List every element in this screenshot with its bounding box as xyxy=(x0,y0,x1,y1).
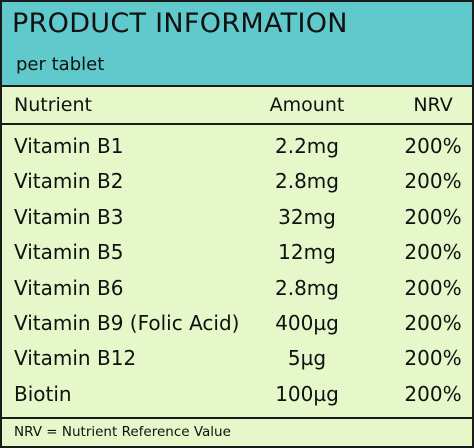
nutrient-nrv: 200% xyxy=(404,204,462,229)
nutrient-name: Vitamin B5 xyxy=(14,240,124,265)
panel-title: PRODUCT INFORMATION xyxy=(12,8,348,39)
nutrient-nrv: 200% xyxy=(404,240,462,265)
column-header-nrv: NRV xyxy=(413,94,453,116)
nutrient-amount: 2.8mg xyxy=(275,169,339,194)
nutrient-name: Vitamin B3 xyxy=(14,204,124,229)
nutrient-table-body: Vitamin B1 2.2mg 200% Vitamin B2 2.8mg 2… xyxy=(2,125,472,412)
table-row: Vitamin B3 32mg 200% xyxy=(2,200,472,235)
panel-subtitle: per tablet xyxy=(16,54,105,75)
table-row: Vitamin B6 2.8mg 200% xyxy=(2,271,472,306)
nutrient-amount: 32mg xyxy=(278,204,336,229)
column-header-row: Nutrient Amount NRV xyxy=(2,87,472,125)
nutrient-nrv: 200% xyxy=(404,346,462,371)
nutrient-name: Vitamin B2 xyxy=(14,169,124,194)
nutrient-amount: 2.8mg xyxy=(275,275,339,300)
nutrient-name: Biotin xyxy=(14,381,72,406)
nutrient-name: Vitamin B12 xyxy=(14,346,137,371)
nutrient-amount: 12mg xyxy=(278,240,336,265)
nutrient-name: Vitamin B9 (Folic Acid) xyxy=(14,310,240,335)
nutrient-nrv: 200% xyxy=(404,310,462,335)
nutrient-nrv: 200% xyxy=(404,381,462,406)
column-header-nutrient: Nutrient xyxy=(14,94,92,116)
nutrient-amount: 400µg xyxy=(275,310,339,335)
table-row: Vitamin B9 (Folic Acid) 400µg 200% xyxy=(2,306,472,341)
nutrient-amount: 5µg xyxy=(287,346,327,371)
nutrient-nrv: 200% xyxy=(404,169,462,194)
table-row: Vitamin B5 12mg 200% xyxy=(2,235,472,270)
table-row: Vitamin B12 5µg 200% xyxy=(2,341,472,376)
nutrient-amount: 2.2mg xyxy=(275,134,339,158)
nutrient-nrv: 200% xyxy=(404,275,462,300)
panel-footer: NRV = Nutrient Reference Value xyxy=(2,417,472,446)
panel-header: PRODUCT INFORMATION per tablet xyxy=(2,2,472,87)
nrv-footnote: NRV = Nutrient Reference Value xyxy=(14,424,231,440)
table-row: Vitamin B1 2.2mg 200% xyxy=(2,129,472,164)
table-row: Biotin 100µg 200% xyxy=(2,377,472,412)
nutrient-name: Vitamin B6 xyxy=(14,275,124,300)
nutrient-name: Vitamin B1 xyxy=(14,134,124,158)
nutrient-amount: 100µg xyxy=(275,381,339,406)
table-row: Vitamin B2 2.8mg 200% xyxy=(2,164,472,199)
nutrient-nrv: 200% xyxy=(404,134,462,158)
column-header-amount: Amount xyxy=(269,94,345,116)
